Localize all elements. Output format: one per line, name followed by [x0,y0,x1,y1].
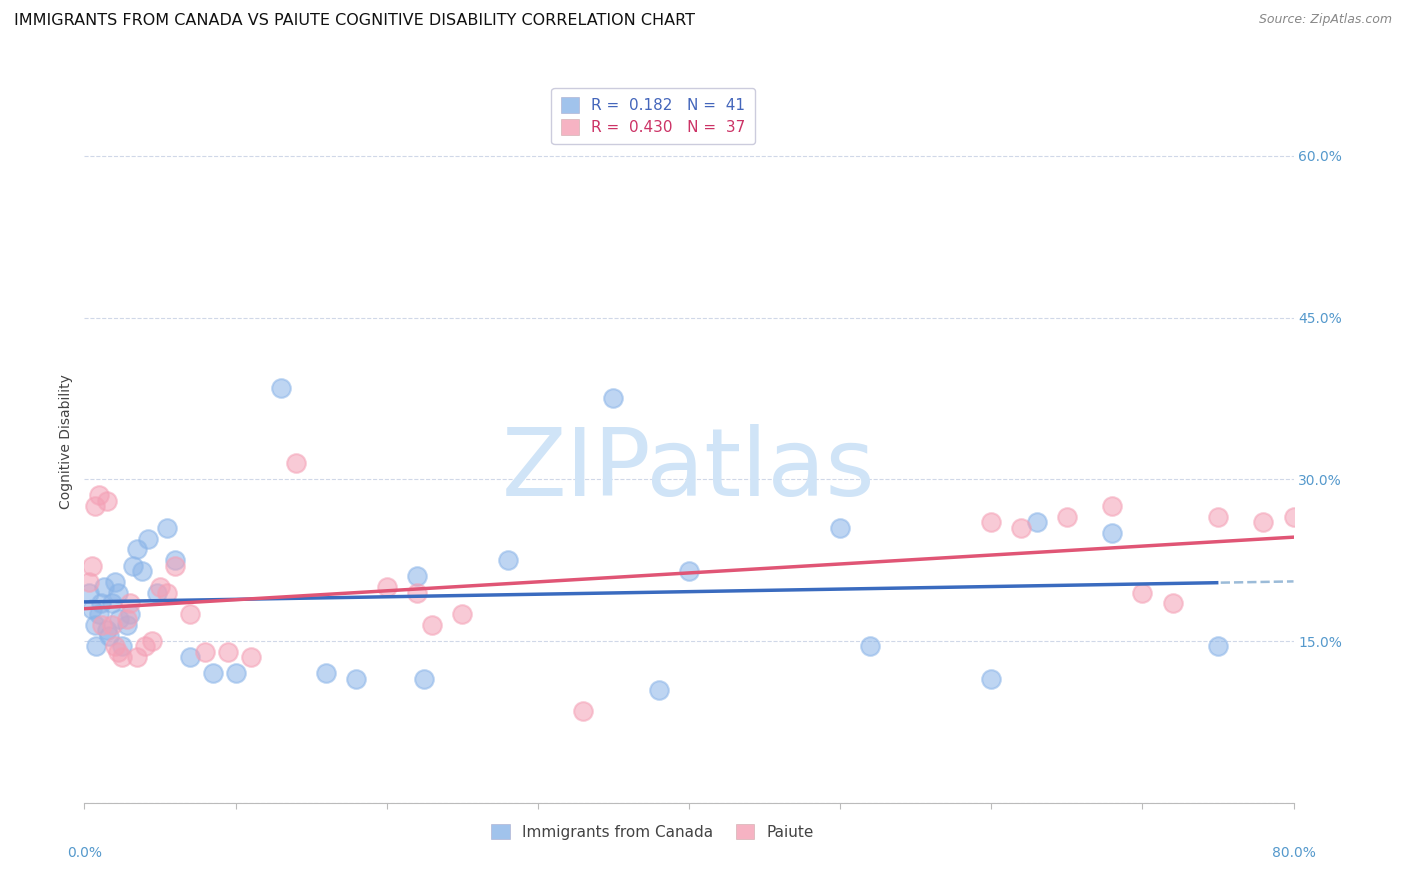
Point [91,618,114,632]
Point [141,634,163,648]
Point [859,640,882,654]
Point [93,580,115,594]
Point [1206,640,1229,654]
Point [217,645,239,659]
Point [406,585,429,599]
Y-axis label: Cognitive Disability: Cognitive Disability [59,374,73,509]
Point [451,607,474,621]
Point [104,574,127,589]
Point [406,569,429,583]
Point [602,392,624,406]
Point [179,607,201,621]
Point [90,596,112,610]
Point [80,558,103,573]
Point [420,618,443,632]
Point [100,596,122,610]
Text: 0.0%: 0.0% [67,847,101,860]
Point [156,585,179,599]
Point [115,618,138,632]
Point [96,493,118,508]
Point [201,666,224,681]
Point [136,532,159,546]
Point [89,607,111,621]
Point [270,381,292,395]
Point [146,585,169,599]
Point [77,574,100,589]
Point [107,585,129,599]
Point [165,553,187,567]
Point [1161,596,1184,610]
Text: 80.0%: 80.0% [1271,847,1316,860]
Point [1101,500,1123,514]
Text: IMMIGRANTS FROM CANADA VS PAIUTE COGNITIVE DISABILITY CORRELATION CHART: IMMIGRANTS FROM CANADA VS PAIUTE COGNITI… [14,13,695,29]
Point [1056,510,1078,524]
Point [108,612,131,626]
Point [980,516,1002,530]
Point [104,640,127,654]
Point [1253,516,1275,530]
Point [980,672,1002,686]
Point [315,666,337,681]
Point [413,672,436,686]
Point [194,645,217,659]
Point [1025,516,1047,530]
Point [118,607,141,621]
Point [121,558,143,573]
Point [572,704,595,718]
Point [127,542,149,557]
Point [156,521,179,535]
Point [285,456,308,470]
Point [239,650,262,665]
Point [118,596,141,610]
Point [1132,585,1154,599]
Point [97,629,120,643]
Point [496,553,519,567]
Point [375,580,398,594]
Text: ZIPatlas: ZIPatlas [502,425,876,516]
Point [111,650,134,665]
Point [100,618,122,632]
Point [84,500,107,514]
Point [84,618,107,632]
Point [225,666,247,681]
Point [1101,526,1123,541]
Point [1282,510,1305,524]
Point [179,650,201,665]
Point [89,488,111,502]
Point [115,612,138,626]
Point [165,558,187,573]
Point [111,640,134,654]
Point [96,624,118,638]
Point [678,564,700,578]
Point [1011,521,1033,535]
Point [134,640,156,654]
Point [127,650,149,665]
Point [77,585,100,599]
Point [86,640,108,654]
Point [80,601,103,615]
Point [107,645,129,659]
Point [830,521,852,535]
Legend: Immigrants from Canada, Paiute: Immigrants from Canada, Paiute [485,818,820,846]
Point [149,580,172,594]
Text: Source: ZipAtlas.com: Source: ZipAtlas.com [1258,13,1392,27]
Point [648,682,671,697]
Point [131,564,153,578]
Point [1206,510,1229,524]
Point [346,672,368,686]
